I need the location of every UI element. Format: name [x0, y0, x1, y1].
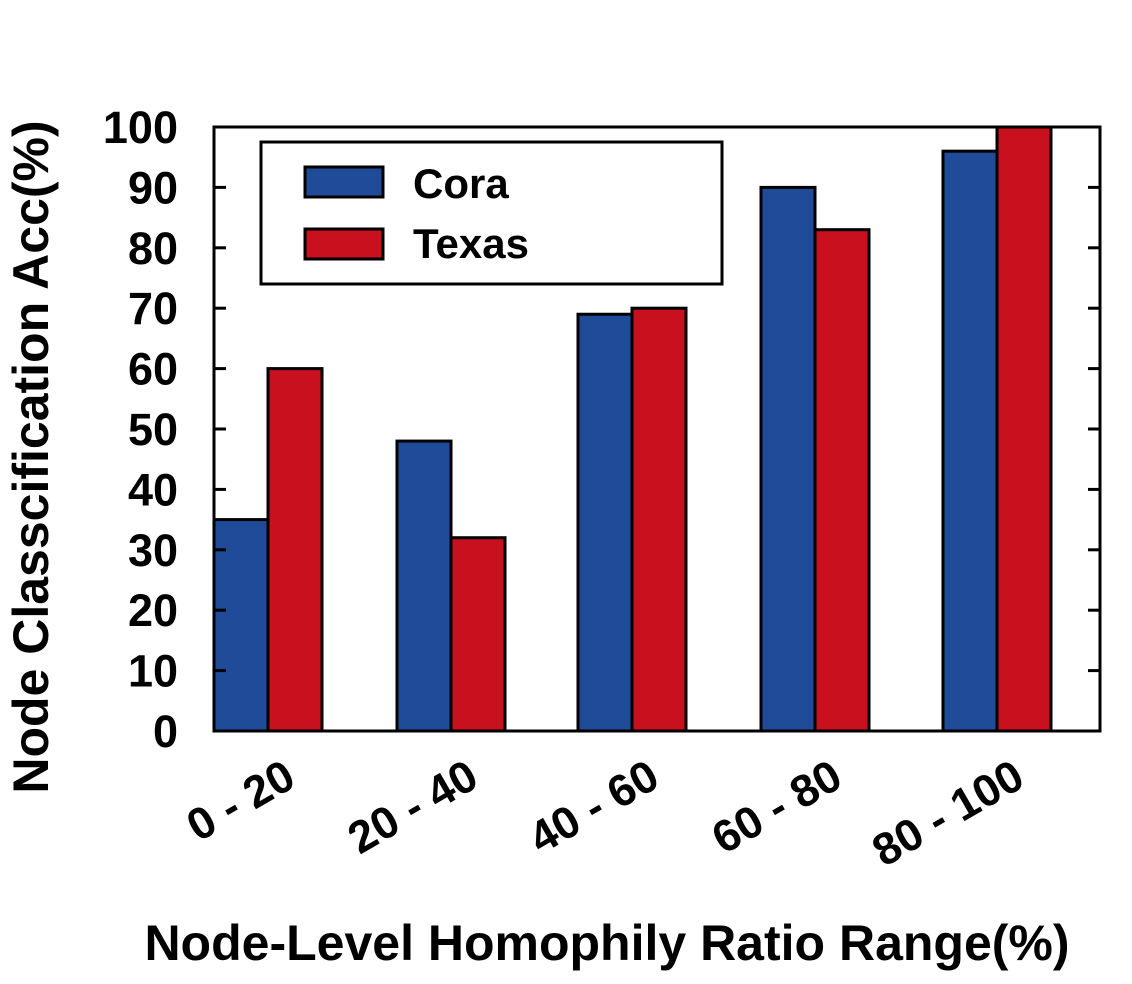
x-tick-label-20-40: 20 - 40 — [339, 749, 486, 863]
legend-swatch-texas — [303, 227, 385, 261]
y-tick-label-0: 0 — [153, 706, 178, 757]
y-tick-label-80: 80 — [128, 223, 178, 274]
y-tick-label-70: 70 — [128, 283, 178, 334]
bar-cora-0-20 — [212, 518, 270, 733]
bar-cora-80-100 — [941, 149, 999, 733]
bar-texas-40-60 — [630, 306, 688, 733]
y-tick-label-100: 100 — [103, 102, 178, 153]
x-tick-label-60-80: 60 - 80 — [703, 749, 850, 863]
bars-layer — [212, 125, 1053, 733]
y-tick-label-50: 50 — [128, 404, 178, 455]
bar-cora-60-80 — [759, 185, 817, 733]
y-tick-label-60: 60 — [128, 344, 178, 395]
x-tick-label-80-100: 80 - 100 — [863, 749, 1032, 876]
y-tick-label-10: 10 — [128, 646, 178, 697]
y-tick-label-90: 90 — [128, 162, 178, 213]
bar-texas-60-80 — [813, 228, 871, 733]
legend-swatch-cora — [303, 165, 385, 199]
legend: Cora Texas — [259, 140, 724, 286]
bar-texas-80-100 — [995, 125, 1053, 733]
x-tick-label-0-20: 0 - 20 — [178, 749, 303, 851]
x-axis-title: Node-Level Homophily Ratio Range(%) — [144, 915, 1069, 971]
bar-texas-0-20 — [266, 367, 324, 733]
x-tick-label-40-60: 40 - 60 — [520, 749, 667, 863]
bar-texas-20-40 — [449, 536, 507, 733]
legend-label-cora: Cora — [413, 160, 509, 207]
bar-cora-40-60 — [576, 312, 634, 733]
bar-cora-20-40 — [395, 439, 453, 733]
y-tick-label-20: 20 — [128, 585, 178, 636]
legend-label-texas: Texas — [413, 220, 529, 267]
y-axis-title: Node Classcification Acc(%) — [3, 120, 59, 793]
y-tick-label-30: 30 — [128, 525, 178, 576]
y-tick-label-40: 40 — [128, 464, 178, 515]
